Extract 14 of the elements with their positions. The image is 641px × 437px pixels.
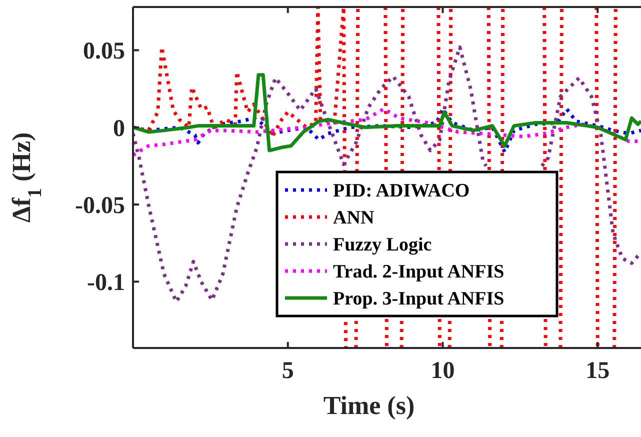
legend-label: Prop. 3-Input ANFIS xyxy=(333,288,504,310)
legend-label: Trad. 2-Input ANFIS xyxy=(333,262,504,283)
x-tick-label: 15 xyxy=(586,358,610,384)
legend-label: ANN xyxy=(333,208,374,229)
x-tick-label: 10 xyxy=(430,358,455,384)
y-tick-label: -0.1 xyxy=(87,270,125,296)
y-tick-label: -0.05 xyxy=(75,192,125,219)
legend-label: PID: ADIWACO xyxy=(333,180,470,202)
x-tick-label: 5 xyxy=(282,358,294,384)
x-axis-title: Time (s) xyxy=(323,391,415,420)
y-tick-label: 0.05 xyxy=(83,38,125,65)
y-tick-label: 0 xyxy=(113,116,125,142)
line-series xyxy=(133,73,641,152)
legend-label: Fuzzy Logic xyxy=(333,234,432,256)
